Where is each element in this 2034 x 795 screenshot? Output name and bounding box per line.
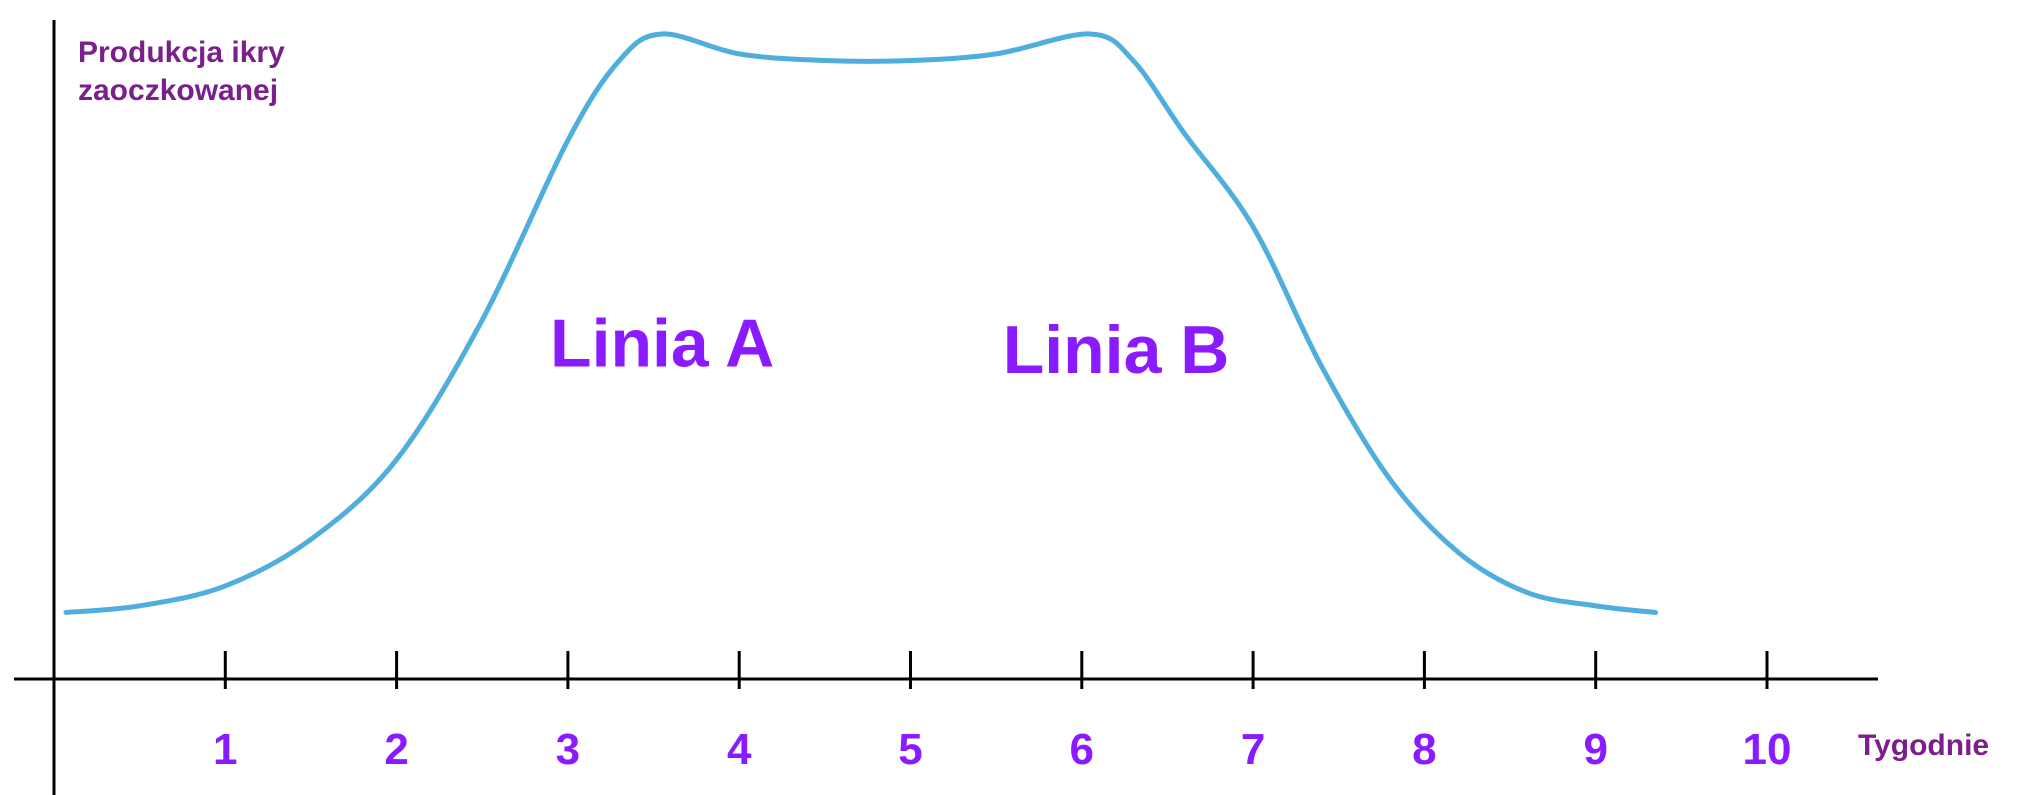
series-group [63,31,1659,615]
x-tick-label: 2 [384,725,408,774]
x-tick-label: 5 [898,725,922,774]
x-tick-label: 1 [213,725,237,774]
annotation-label: Linia A [550,305,774,381]
x-tick-labels: 1 2 3 4 5 6 7 8 9 10 [213,725,1791,774]
y-axis-label-line-2: zaoczkowanej [78,74,278,107]
x-tick-label: 10 [1743,725,1792,774]
x-tick-label: 6 [1070,725,1094,774]
x-tick-label: 3 [556,725,580,774]
annotation-label: Linia B [1003,312,1230,388]
x-axis-label: Tygodnie [1858,729,1989,762]
annotations: Linia A Linia B [550,305,1229,388]
axes [14,20,1878,795]
x-tick-label: 8 [1412,725,1436,774]
x-ticks [223,651,1769,689]
series-line [63,31,1659,615]
x-tick-label: 4 [727,725,752,774]
x-tick-label: 7 [1241,725,1265,774]
y-axis-label-line-1: Produkcja ikry [78,36,285,69]
x-tick-label: 9 [1583,725,1607,774]
